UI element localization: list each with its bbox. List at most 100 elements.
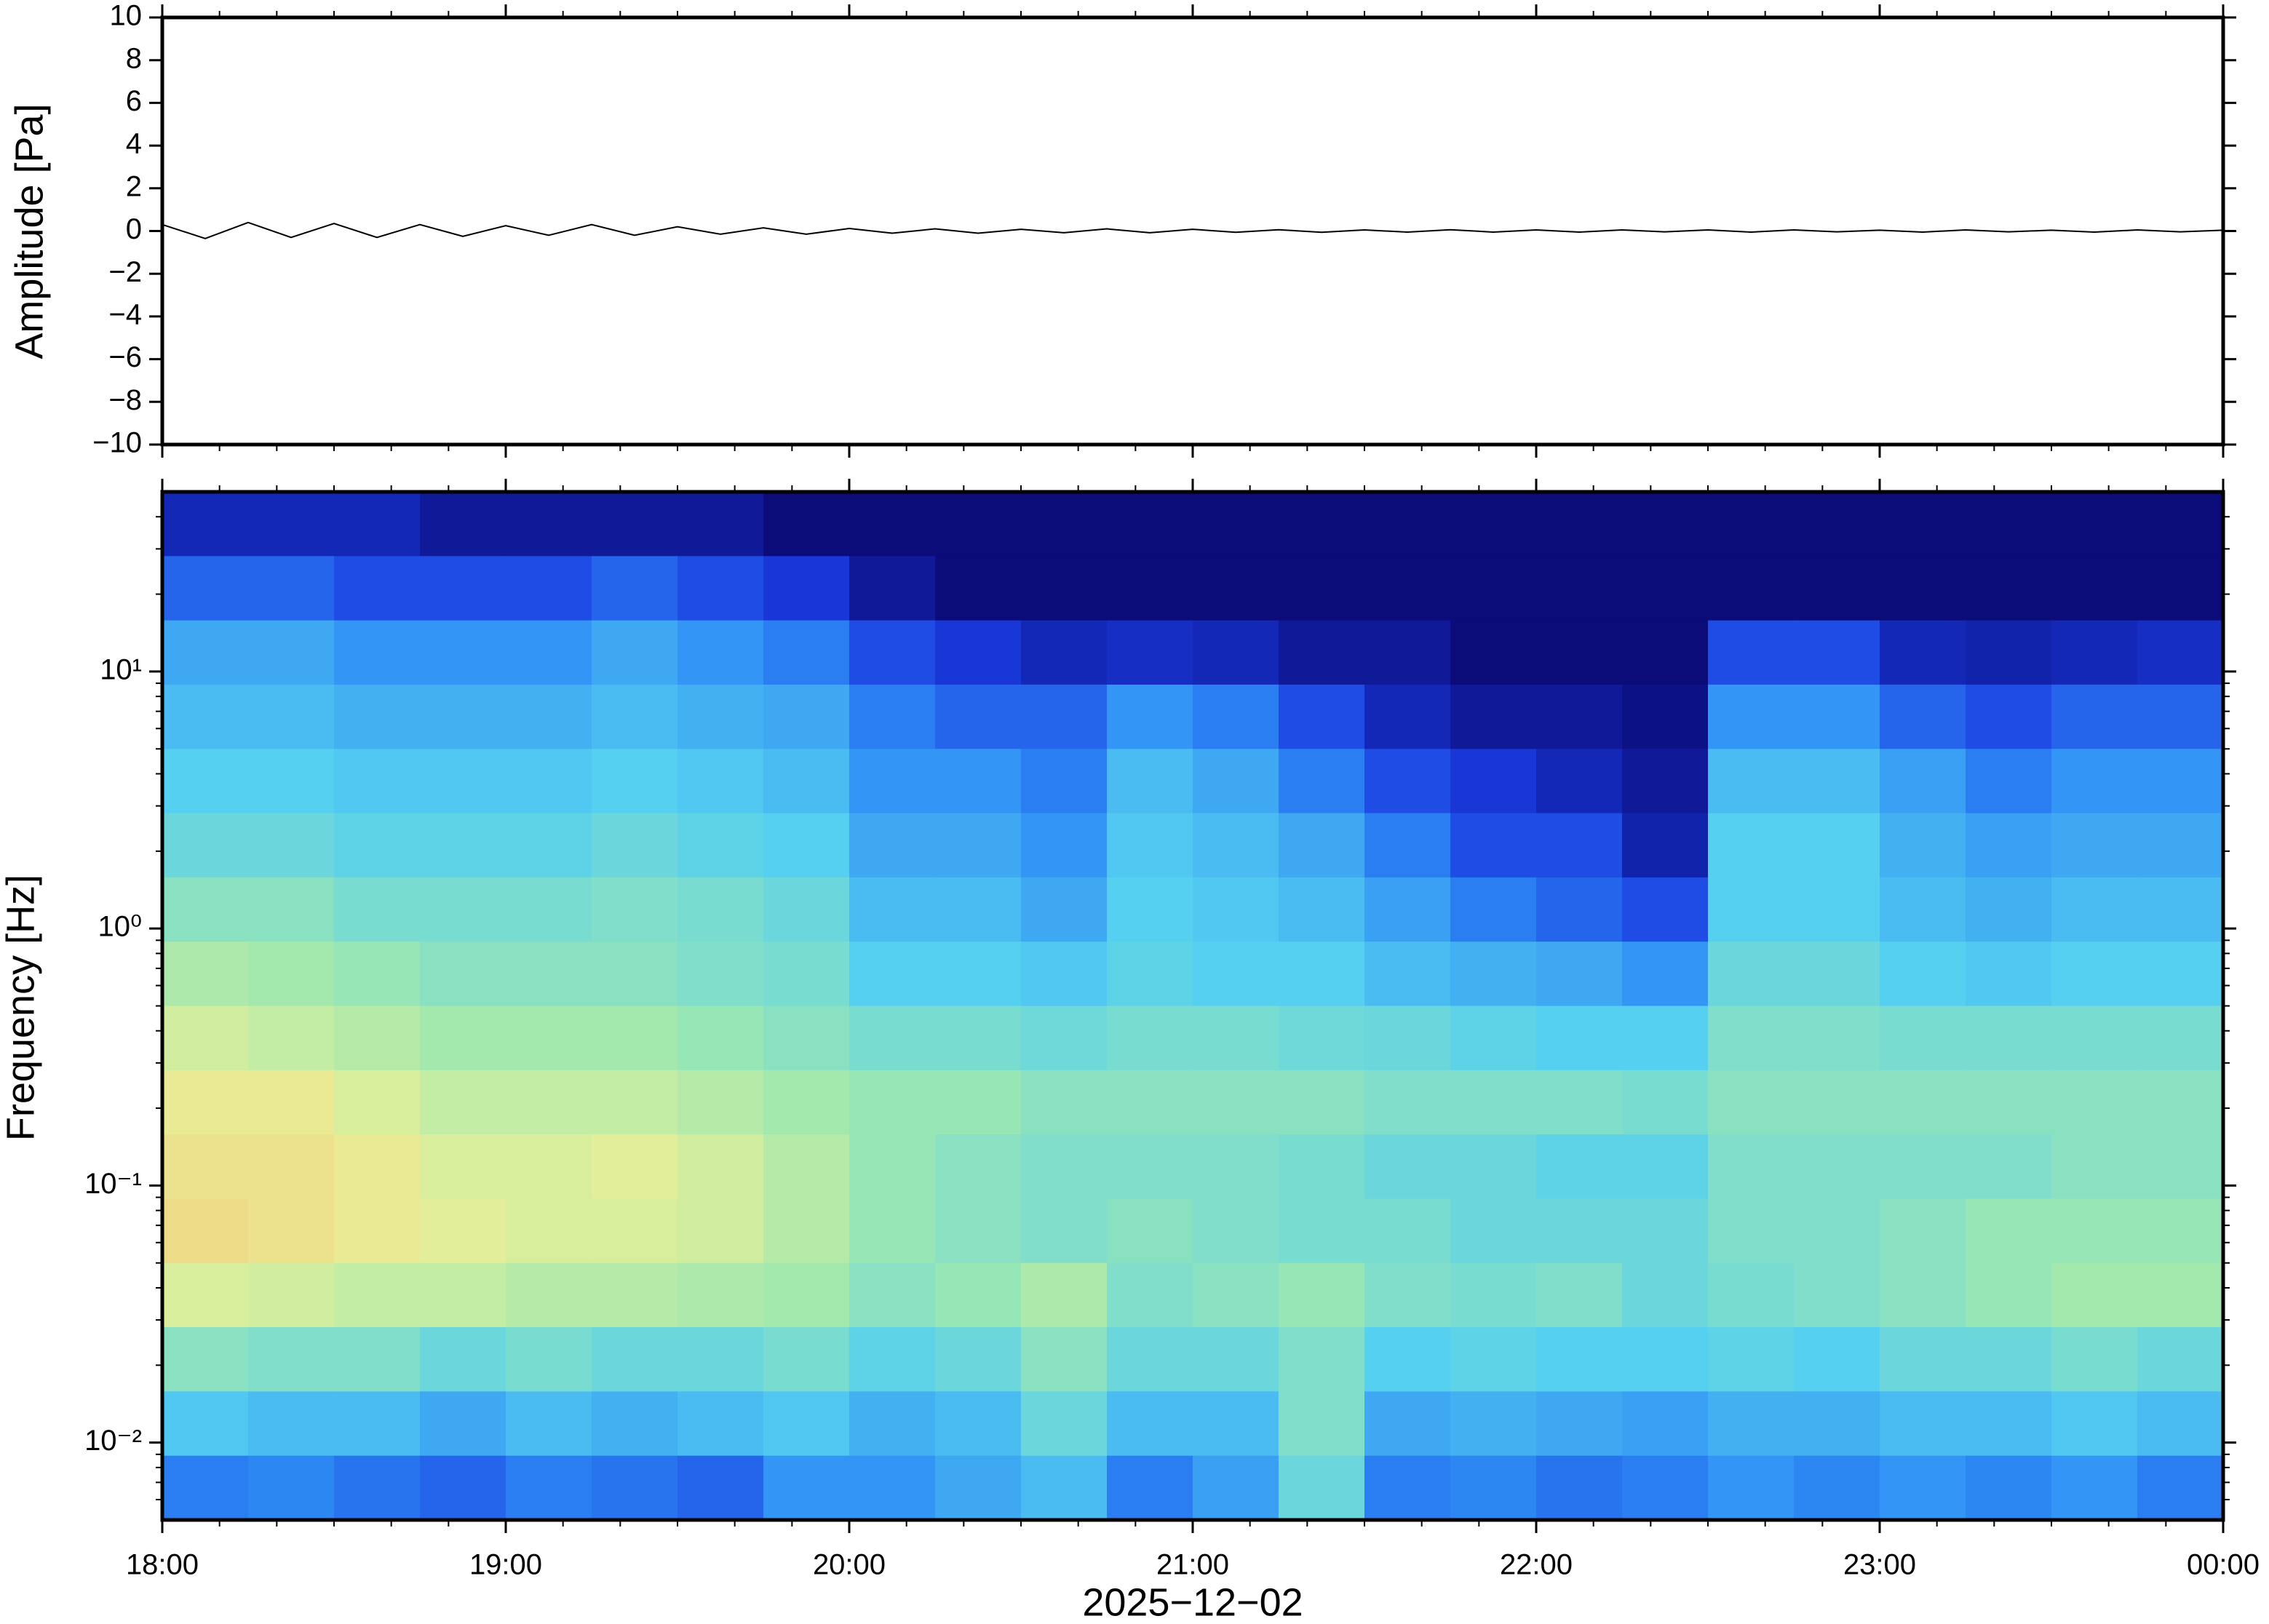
spectrogram-cell	[1364, 813, 1451, 878]
spectrogram-cell	[2051, 1455, 2138, 1521]
spectrogram-cell	[420, 1070, 506, 1135]
spectrogram-cell	[2137, 492, 2224, 557]
spectrogram-cell	[2051, 877, 2138, 942]
spectrogram-cell	[2137, 1070, 2224, 1135]
spectrogram-cell	[1021, 1327, 1108, 1393]
spectrogram-cell	[1193, 1327, 1279, 1393]
spectrogram-cell	[334, 1134, 421, 1200]
spectrogram-cell	[1794, 877, 1880, 942]
spectrogram-cell	[935, 1391, 1022, 1457]
spectrogram-cell	[935, 1262, 1022, 1328]
spectrogram-cell	[1880, 492, 1966, 557]
spectrogram-cell	[1966, 749, 2052, 814]
y-tick-label: 2	[126, 170, 142, 202]
spectrogram-cell	[506, 749, 592, 814]
spectrogram-cell	[1107, 1134, 1193, 1200]
spectrogram-cell	[2051, 1006, 2138, 1071]
spectrogram-cell	[334, 942, 421, 1007]
spectrogram-cell	[1536, 1262, 1623, 1328]
spectrogram-cell	[334, 749, 421, 814]
spectrogram-cell	[1794, 1134, 1880, 1200]
spectrogram-cell	[420, 492, 506, 557]
y-tick-label: −10	[92, 427, 142, 459]
spectrogram-cell	[248, 1391, 335, 1457]
spectrogram-cell	[1880, 620, 1966, 685]
spectrogram-cell	[2137, 1391, 2224, 1457]
spectrogram-cell	[677, 1070, 764, 1135]
spectrogram-cell	[420, 813, 506, 878]
y-tick-label: −4	[108, 298, 142, 330]
spectrogram-cell	[1708, 1134, 1795, 1200]
spectrogram-cell	[1279, 492, 1365, 557]
spectrogram-cell	[1450, 1327, 1537, 1393]
spectrogram-cell	[1880, 749, 1966, 814]
spectrogram-cell	[1622, 1391, 1709, 1457]
spectrogram-cell	[677, 492, 764, 557]
spectrogram-cell	[1536, 877, 1623, 942]
y-tick-label: 8	[126, 42, 142, 74]
spectrogram-cell	[935, 813, 1022, 878]
spectrogram-cell	[677, 942, 764, 1007]
spectrogram-cell	[1021, 1455, 1108, 1521]
spectrogram-cell	[1966, 556, 2052, 621]
spectrogram-cell	[2051, 813, 2138, 878]
spectrogram-cell	[1794, 813, 1880, 878]
spectrogram-cell	[2051, 1198, 2138, 1264]
spectrogram-cell	[763, 1455, 850, 1521]
spectrogram-cell	[1364, 749, 1451, 814]
spectrogram-cell	[1966, 813, 2052, 878]
spectrogram-cell	[1622, 813, 1709, 878]
spectrogram-cell	[1364, 556, 1451, 621]
y-tick-label: 10¹	[100, 653, 142, 685]
spectrogram-cell	[1708, 942, 1795, 1007]
spectrogram-cell	[677, 877, 764, 942]
spectrogram-cell	[162, 1391, 249, 1457]
spectrogram-cell	[506, 1327, 592, 1393]
spectrogram-cell	[849, 749, 936, 814]
spectrogram-cell	[1450, 942, 1537, 1007]
x-tick-label: 20:00	[813, 1549, 886, 1581]
frequency-axis-label: Frequency [Hz]	[0, 875, 42, 1141]
spectrogram-cell	[2137, 1134, 2224, 1200]
spectrogram-cell	[162, 749, 249, 814]
spectrogram-cell	[1794, 1455, 1880, 1521]
spectrogram-cell	[1708, 1262, 1795, 1328]
spectrogram-cell	[1880, 684, 1966, 750]
spectrogram-cell	[506, 684, 592, 750]
spectrogram-cell	[592, 1134, 678, 1200]
spectrogram-cell	[935, 556, 1022, 621]
spectrogram-cell	[1364, 1134, 1451, 1200]
spectrogram-cell	[1021, 684, 1108, 750]
spectrogram-cell	[1193, 556, 1279, 621]
spectrogram-cell	[248, 1070, 335, 1135]
spectrogram-cell	[1536, 1070, 1623, 1135]
spectrogram-cell	[935, 620, 1022, 685]
spectrogram-cell	[162, 556, 249, 621]
spectrogram-cell	[1794, 492, 1880, 557]
spectrogram-cell	[1364, 942, 1451, 1007]
spectrogram-cell	[1536, 1391, 1623, 1457]
spectrogram-cell	[420, 684, 506, 750]
spectrogram-cell	[162, 813, 249, 878]
spectrogram-cell	[162, 1070, 249, 1135]
spectrogram-cell	[1107, 1391, 1193, 1457]
spectrogram-cell	[763, 1262, 850, 1328]
spectrogram-cell	[1622, 1070, 1709, 1135]
spectrogram-cell	[162, 1134, 249, 1200]
spectrogram-cell	[506, 492, 592, 557]
spectrogram-cell	[248, 1198, 335, 1264]
spectrogram-cell	[677, 1391, 764, 1457]
spectrogram-cell	[763, 749, 850, 814]
spectrogram-cell	[334, 684, 421, 750]
spectrogram-cell	[420, 556, 506, 621]
spectrogram-cell	[2051, 942, 2138, 1007]
spectrogram-cell	[420, 1006, 506, 1071]
spectrogram-cell	[592, 1070, 678, 1135]
spectrogram-cell	[1536, 1198, 1623, 1264]
spectrogram-cell	[763, 620, 850, 685]
spectrogram-cell	[1708, 1070, 1795, 1135]
spectrogram-cell	[506, 1455, 592, 1521]
spectrogram-cell	[2137, 813, 2224, 878]
spectrogram-cell	[1794, 1198, 1880, 1264]
spectrogram-cell	[506, 942, 592, 1007]
